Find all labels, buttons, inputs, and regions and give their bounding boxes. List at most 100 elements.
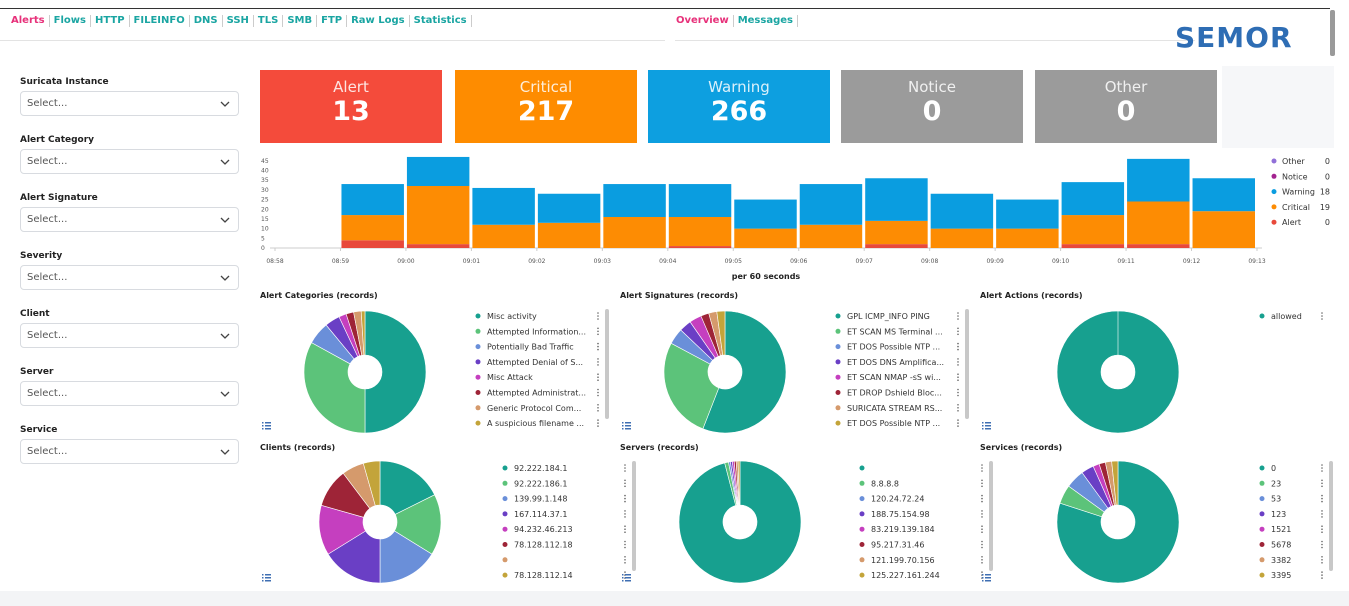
scrollbar [1330,10,1335,56]
bar-segment [341,184,404,216]
nav-tab[interactable]: Statistics [414,15,472,27]
chevron [220,391,230,397]
filter-select[interactable]: Select... [20,381,239,406]
bar-segment [472,224,535,248]
legend-menu-dot [597,410,599,412]
legend-menu-dot [981,556,983,558]
filter-label: Service [20,425,58,435]
legend-menu-dot [1321,543,1323,546]
nav-tab[interactable]: FILEINFO [134,15,190,27]
filter-select[interactable]: Select... [20,439,239,464]
filter-label: Alert Category [20,135,95,145]
nav-tab[interactable]: Messages [738,15,798,27]
legend-value: 18 [1320,188,1330,197]
legend-label: Generic Protocol Com... [487,404,581,413]
legend-menu-dot [981,513,983,515]
bar-segment [734,228,797,248]
legend-label: 139.99.1.148 [514,495,567,504]
legend-toggle-icon [985,428,991,430]
nav-tab[interactable]: HTTP [95,15,130,27]
filter-select[interactable]: Select... [20,323,239,348]
legend-menu-dot [981,559,983,561]
legend-dot [1271,158,1277,164]
chevron [220,101,230,107]
legend-toggle-icon [625,425,631,427]
legend-menu-dot [957,327,959,330]
legend-label: Misc Attack [487,373,533,382]
metric-card: Notice 0 [841,70,1023,143]
y-tick-label: 25 [261,197,269,204]
x-tick-label: 09:03 [594,258,611,265]
legend-dot [502,480,508,486]
nav-tab[interactable]: Raw Logs [351,15,410,27]
legend-toggle-icon [982,425,984,427]
nav-tab[interactable]: SMB [287,15,318,27]
x-tick-label: 09:10 [1052,258,1069,265]
bar-segment [1127,158,1190,202]
filter-select[interactable]: Select... [20,207,239,232]
bar-segment [1061,244,1125,248]
legend-menu-dot [1321,494,1323,497]
legend-menu-dot [624,556,626,558]
legend-dot [1259,480,1265,486]
nav-tab[interactable]: Flows [54,15,91,27]
legend-toggle-icon [262,422,264,424]
nav-tab[interactable]: Alerts [11,15,50,27]
bar-segment [406,156,470,186]
x-axis-label: per 60 seconds [732,272,801,281]
filter-select[interactable]: Select... [20,149,239,174]
bar-segment [1192,178,1255,212]
legend-label: 78.128.112.18 [514,541,573,550]
legend-menu-dot [981,470,983,472]
legend-menu-dot [624,479,626,482]
legend-label: Critical [1282,203,1310,212]
metric-card: Warning 266 [648,70,830,143]
bar-segment [930,228,994,248]
legend-label: 0 [1271,464,1276,473]
nav-rule [675,40,1195,41]
panel-title: Alert Categories (records) [260,291,378,300]
legend-menu-dot [981,546,983,549]
footer-strip [0,591,1349,606]
legend-menu-dot [1321,525,1323,527]
legend-label: ET DOS Possible NTP ... [847,419,940,428]
legend-label: Attempted Information... [487,327,586,336]
legend-menu-dot [624,467,626,469]
legend-label: 188.75.154.98 [871,510,930,519]
x-tick-label: 09:06 [790,258,807,265]
legend-label: A suspicious filename ... [487,419,584,428]
legend-label: 92.222.184.1 [514,464,567,473]
nav-tab[interactable]: Overview [676,15,734,27]
filter-select[interactable]: Select... [20,265,239,290]
nav-tab[interactable]: SSH [227,15,254,27]
legend-dot [1259,496,1265,502]
top-rule [0,8,1330,9]
legend-menu-dot [1321,470,1323,472]
legend-scrollbar [965,309,969,419]
legend-toggle-icon [625,580,631,582]
x-tick-label: 08:59 [332,258,349,265]
legend-menu-dot [981,500,983,503]
legend-toggle-icon [982,428,984,430]
legend-toggle-icon [265,577,271,579]
legend-menu-dot [981,494,983,497]
legend-menu-dot [597,373,599,376]
nav-tab[interactable]: FTP [321,15,348,27]
filter-select[interactable]: Select... [20,91,239,116]
x-tick-label: 09:00 [397,258,414,265]
bar-segment [537,222,601,248]
bar-segment [341,240,404,248]
legend-menu-dot [597,315,599,317]
bar-segment [1127,201,1190,245]
legend-dot [835,374,841,380]
legend-toggle-icon [262,574,264,576]
placeholder: Select... [27,214,68,225]
nav-tab[interactable]: DNS [194,15,223,27]
legend-dot [859,572,865,578]
bar-segment [603,184,666,217]
legend-menu-dot [957,330,959,333]
nav-tab[interactable]: TLS [258,15,284,27]
card-spacer [1222,66,1334,148]
x-tick-label: 09:07 [856,258,873,265]
